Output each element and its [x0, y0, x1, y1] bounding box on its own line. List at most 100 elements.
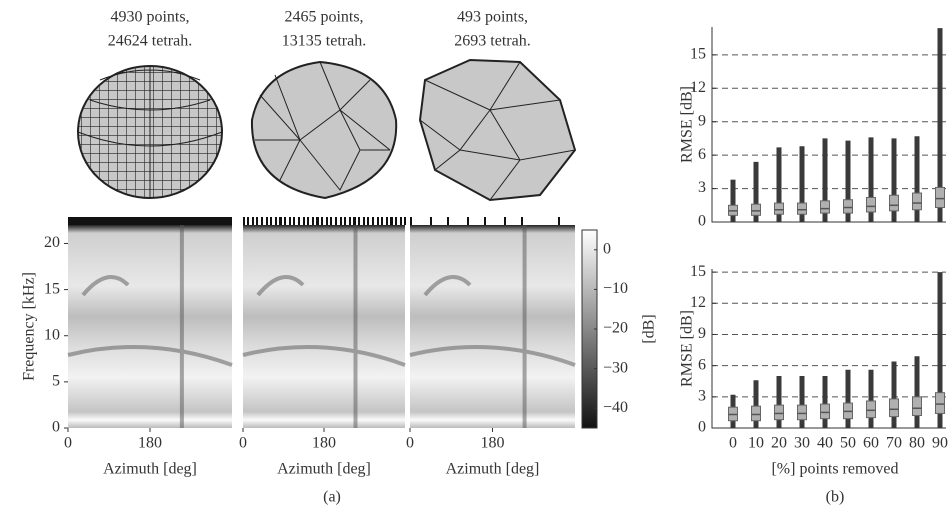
- strip-mark: [330, 217, 332, 225]
- box: [889, 398, 899, 418]
- box: [843, 199, 853, 214]
- strip-mark: [430, 217, 432, 225]
- colorbar-label: [dB]: [641, 314, 658, 343]
- y-tick-label: 0: [698, 213, 706, 230]
- box: [935, 186, 945, 209]
- y-axis-label: Frequency [kHz]: [21, 272, 38, 381]
- box: [797, 202, 807, 215]
- x-tick-label: 10: [748, 435, 764, 452]
- strip-mark: [447, 217, 449, 225]
- x-axis-label: Azimuth [deg]: [277, 461, 371, 478]
- strip-mark: [377, 217, 379, 225]
- box: [935, 392, 945, 414]
- heatmap-feature: [67, 225, 233, 428]
- x-tick-label: 70: [886, 435, 902, 452]
- heatmap-image: [68, 225, 232, 428]
- strip-mark: [349, 217, 351, 225]
- strip-mark: [390, 217, 392, 225]
- colorbar-tick-label: −40: [603, 399, 628, 416]
- strip-mark: [484, 217, 486, 225]
- strip-mark: [504, 217, 506, 225]
- axes: [711, 27, 946, 223]
- panel-title: 4930 points,: [110, 9, 189, 26]
- x-tick-label: 180: [138, 435, 162, 452]
- y-tick-label: 12: [690, 79, 706, 96]
- strip-mark: [279, 217, 281, 225]
- panel-label: (a): [323, 489, 341, 506]
- x-tick-label: 0: [239, 435, 247, 452]
- x-axis-label: [%] points removed: [771, 461, 898, 478]
- top-strip: [243, 217, 405, 225]
- x-tick-label: 0: [729, 435, 737, 452]
- strip-mark: [252, 217, 254, 225]
- x-axis-label: Azimuth [deg]: [103, 461, 197, 478]
- axes: [711, 269, 946, 429]
- y-tick-label: 9: [698, 325, 706, 342]
- strip-mark: [243, 217, 245, 225]
- strip-mark: [293, 217, 295, 225]
- box: [820, 403, 830, 420]
- x-axis-label: Azimuth [deg]: [446, 461, 540, 478]
- strip-mark: [326, 217, 328, 225]
- strip-mark: [321, 217, 323, 225]
- box: [820, 200, 830, 214]
- strip-mark: [404, 217, 406, 225]
- y-tick-label: 15: [690, 46, 706, 63]
- colorbar-tick-label: −20: [603, 320, 628, 337]
- strip-mark: [247, 217, 249, 225]
- colorbar-tick-label: 0: [603, 240, 611, 257]
- y-axis-label: RMSE [dB]: [679, 310, 696, 387]
- strip-mark: [316, 217, 318, 225]
- top-strip: [410, 217, 575, 225]
- x-tick-label: 50: [840, 435, 856, 452]
- strip-mark: [256, 217, 258, 225]
- strip-mark: [289, 217, 291, 225]
- heatmap-feature: [242, 225, 406, 428]
- y-tick-label: 6: [698, 146, 706, 163]
- colorbar-tick-label: −10: [603, 280, 628, 297]
- heatmap-image: [243, 225, 405, 428]
- box: [866, 400, 876, 419]
- x-tick-label: 0: [406, 435, 414, 452]
- strip-mark: [386, 217, 388, 225]
- y-tick-label: 6: [698, 356, 706, 373]
- strip-mark: [367, 217, 369, 225]
- x-tick-label: 0: [64, 435, 72, 452]
- strip-mark: [353, 217, 355, 225]
- x-tick-label: 90: [932, 435, 948, 452]
- y-tick-label: 0: [52, 419, 60, 436]
- x-tick-label: 60: [863, 435, 879, 452]
- strip-mark: [521, 217, 523, 225]
- y-tick-label: 3: [698, 387, 706, 404]
- y-tick-label: 9: [698, 112, 706, 129]
- panel-title: 2465 points,: [284, 9, 363, 26]
- box: [751, 203, 761, 216]
- strip-mark: [307, 217, 309, 225]
- strip-mark: [261, 217, 263, 225]
- box: [751, 405, 761, 422]
- panel-title: 13135 tetrah.: [282, 33, 366, 50]
- strip-mark: [467, 217, 469, 225]
- x-tick-label: 30: [794, 435, 810, 452]
- y-tick-label: 3: [698, 179, 706, 196]
- box: [912, 396, 922, 417]
- x-tick-label: 80: [909, 435, 925, 452]
- y-tick-label: 15: [44, 280, 60, 297]
- y-tick-label: 20: [44, 234, 60, 251]
- colorbar-tick-label: −30: [603, 359, 628, 376]
- box: [797, 404, 807, 421]
- strip-mark: [410, 217, 412, 225]
- heatmap-image: [410, 225, 575, 428]
- top-strip: [68, 217, 232, 225]
- strip-mark: [363, 217, 365, 225]
- box: [774, 404, 784, 421]
- box: [912, 192, 922, 211]
- strip-mark: [275, 217, 277, 225]
- strip-mark: [344, 217, 346, 225]
- heatmap-feature: [409, 225, 576, 428]
- panel-title: 493 points,: [457, 9, 528, 26]
- sphere-illustrations: [77, 58, 577, 202]
- strip-mark: [312, 217, 314, 225]
- x-tick-label: 20: [771, 435, 787, 452]
- box: [889, 194, 899, 212]
